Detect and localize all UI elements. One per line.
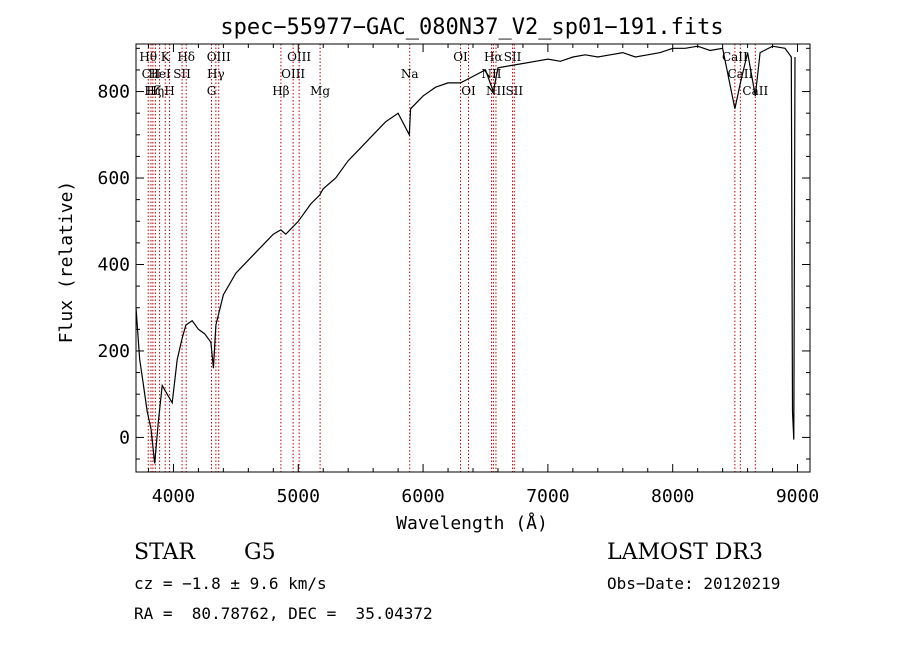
chart-title: spec−55977−GAC_080N37_V2_sp01−191.fits [220,15,723,40]
y-tick-label-3: 600 [97,168,130,189]
x-axis-label: Wavelength (Å) [396,512,548,534]
line-label-8: Hδ [177,50,195,64]
y-tick-label-2: 400 [97,254,130,275]
line-label-10: Hγ [207,67,225,81]
plot-frame [135,43,811,473]
line-label-0: Hθ [139,50,157,64]
spectrum-line [135,45,796,464]
line-label-23: SII [505,84,523,98]
line-label-17: OI [453,50,468,64]
line-label-20: NII [481,67,501,81]
x-tick-label-4: 8000 [651,486,694,507]
x-axis: 4000 5000 6000 7000 8000 9000 [147,44,819,507]
line-label-12: Hβ [272,84,289,98]
line-label-15: Mg [310,84,330,98]
line-label-1: CII [142,67,161,81]
x-tick-label-0: 4000 [152,486,195,507]
x-tick-label-2: 6000 [401,486,444,507]
x-tick-label-3: 7000 [526,486,569,507]
line-label-6: H [164,84,174,98]
y-tick-label-1: 200 [97,341,130,362]
line-label-22: SII [504,50,522,64]
line-label-7: SII [173,67,191,81]
line-label-18: OI [461,84,476,98]
object-subclass: G5 [244,540,276,565]
emission-line-labels: Hθ CII Hζ HeI Hη K H SII Hδ OIII Hγ G Hβ OIII OIII Mg Na… [139,50,768,98]
line-label-9: OIII [207,50,231,64]
object-class: STAR [134,540,195,565]
line-label-21: NII [486,84,506,98]
y-tick-label-4: 800 [97,82,130,103]
line-label-2: Hζ [144,84,161,98]
line-label-24: CaII [722,50,748,64]
line-label-3: HeI [148,67,171,81]
line-label-11: G [207,84,217,98]
line-label-4: Hη [147,84,165,98]
observation-date: Obs−Date: 20120219 [607,574,781,593]
y-tick-label-0: 0 [119,427,130,448]
line-label-14: OIII [287,50,311,64]
y-axis-label: Flux (relative) [56,181,77,344]
line-label-25: CaII [727,67,753,81]
coordinates: RA = 80.78762, DEC = 35.04372 [134,604,433,623]
survey-name: LAMOST DR3 [607,540,763,565]
y-axis: 0 200 400 600 800 [97,47,810,460]
x-tick-label-1: 5000 [277,486,320,507]
line-label-16: Na [401,67,419,81]
x-tick-label-5: 9000 [776,486,819,507]
line-label-13: OIII [281,67,305,81]
line-label-5: K [161,50,171,64]
redshift-cz: cz = −1.8 ± 9.6 km/s [134,574,327,593]
line-label-19: Hα [484,50,503,64]
emission-line-markers [147,44,756,472]
